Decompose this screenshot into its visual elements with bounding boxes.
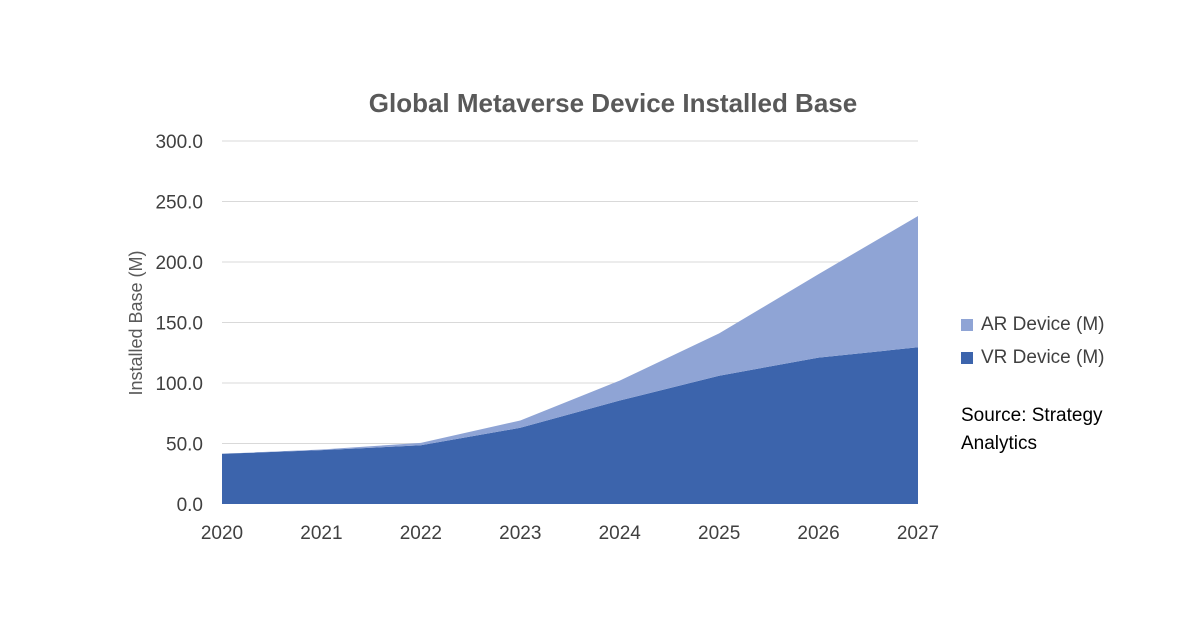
legend-label-vr: VR Device (M) (981, 346, 1105, 368)
x-tick-label: 2024 (599, 523, 642, 544)
legend: AR Device (M) VR Device (M) (961, 308, 1105, 374)
y-tick-label: 250.0 (155, 193, 203, 214)
gridlines (222, 140, 918, 444)
x-tick-label: 2023 (499, 523, 541, 544)
legend-item-vr: VR Device (M) (961, 341, 1105, 374)
area-vr-device (222, 347, 918, 504)
source-annotation: Source: Strategy Analytics (961, 405, 1103, 454)
x-tick-label: 2026 (797, 523, 839, 544)
x-tick-label: 2020 (201, 523, 243, 544)
x-tick-label: 2027 (897, 523, 939, 544)
legend-swatch-ar (961, 318, 973, 331)
y-tick-label: 150.0 (155, 314, 203, 335)
legend-item-ar: AR Device (M) (961, 308, 1105, 341)
legend-swatch-vr (961, 351, 973, 364)
x-tick-label: 2025 (698, 523, 740, 544)
y-tick-label: 100.0 (155, 374, 203, 395)
y-tick-label: 200.0 (155, 253, 203, 274)
chart-title: Global Metaverse Device Installed Base (369, 88, 857, 118)
area-ar-device (222, 216, 918, 454)
y-tick-label: 300.0 (155, 132, 203, 153)
y-axis-title: Installed Base (M) (126, 250, 146, 395)
x-tick-label: 2021 (300, 523, 342, 544)
legend-label-ar: AR Device (M) (981, 313, 1105, 335)
x-tick-label: 2022 (400, 523, 442, 544)
y-axis-ticks: 0.0 50.0 100.0 150.0 200.0 250.0 300.0 (155, 132, 203, 516)
area-series (222, 216, 918, 504)
y-tick-label: 50.0 (166, 435, 203, 456)
x-axis-ticks: 2020 2021 2022 2023 2024 2025 2026 2027 (201, 523, 939, 544)
y-tick-label: 0.0 (177, 495, 203, 516)
